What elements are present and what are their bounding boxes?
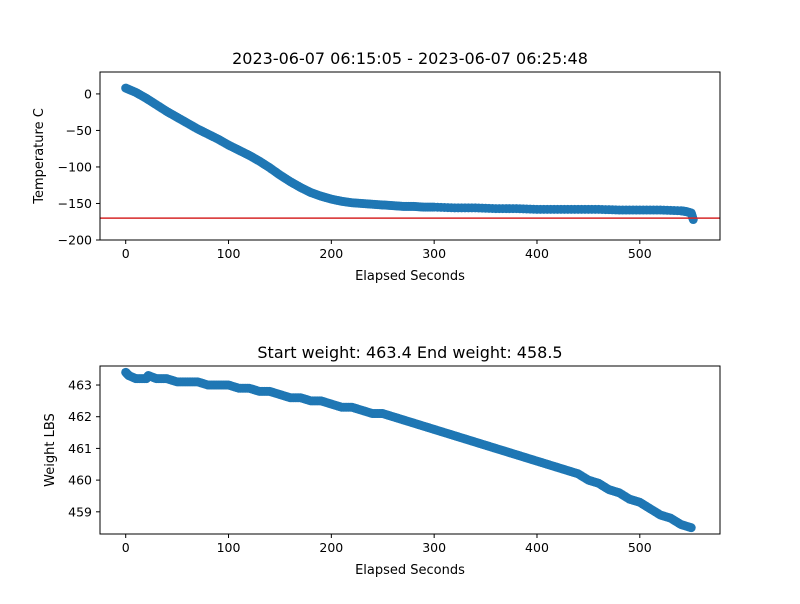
x-tick-label: 100 xyxy=(217,540,241,555)
x-tick-label: 400 xyxy=(525,246,549,261)
temperature-chart-xlabel: Elapsed Seconds xyxy=(355,269,465,284)
y-tick-label: 459 xyxy=(68,504,92,519)
temperature-chart-title: 2023-06-07 06:15:05 - 2023-06-07 06:25:4… xyxy=(232,49,588,68)
y-tick-label: 0 xyxy=(84,86,92,101)
temperature-chart-ylabel: Temperature C xyxy=(32,108,47,205)
x-tick-label: 0 xyxy=(122,540,130,555)
x-tick-label: 500 xyxy=(628,246,652,261)
y-tick-label: −150 xyxy=(58,196,92,211)
y-tick-label: −200 xyxy=(58,233,92,248)
x-tick-label: 500 xyxy=(628,540,652,555)
x-tick-label: 0 xyxy=(122,246,130,261)
weight-chart-frame xyxy=(99,365,721,535)
x-tick-label: 300 xyxy=(422,246,446,261)
y-tick-label: −50 xyxy=(66,123,92,138)
weight-chart: Start weight: 463.4 End weight: 458.5 El… xyxy=(43,343,721,578)
x-tick-label: 100 xyxy=(217,246,241,261)
x-tick-label: 200 xyxy=(319,540,343,555)
weight-chart-xlabel: Elapsed Seconds xyxy=(355,563,465,578)
y-tick-label: 463 xyxy=(68,378,92,393)
x-tick-label: 400 xyxy=(525,540,549,555)
weight-chart-title: Start weight: 463.4 End weight: 458.5 xyxy=(257,343,562,362)
temperature-chart: 2023-06-07 06:15:05 - 2023-06-07 06:25:4… xyxy=(32,49,721,284)
y-tick-label: 460 xyxy=(68,473,92,488)
x-tick-label: 300 xyxy=(422,540,446,555)
weight-chart-ylabel: Weight LBS xyxy=(43,413,58,487)
y-tick-label: 462 xyxy=(68,409,92,424)
temperature-chart-frame xyxy=(99,71,721,241)
y-tick-label: 461 xyxy=(68,441,92,456)
data-point xyxy=(686,523,696,533)
y-tick-label: −100 xyxy=(58,159,92,174)
x-tick-label: 200 xyxy=(319,246,343,261)
data-point xyxy=(688,215,698,225)
